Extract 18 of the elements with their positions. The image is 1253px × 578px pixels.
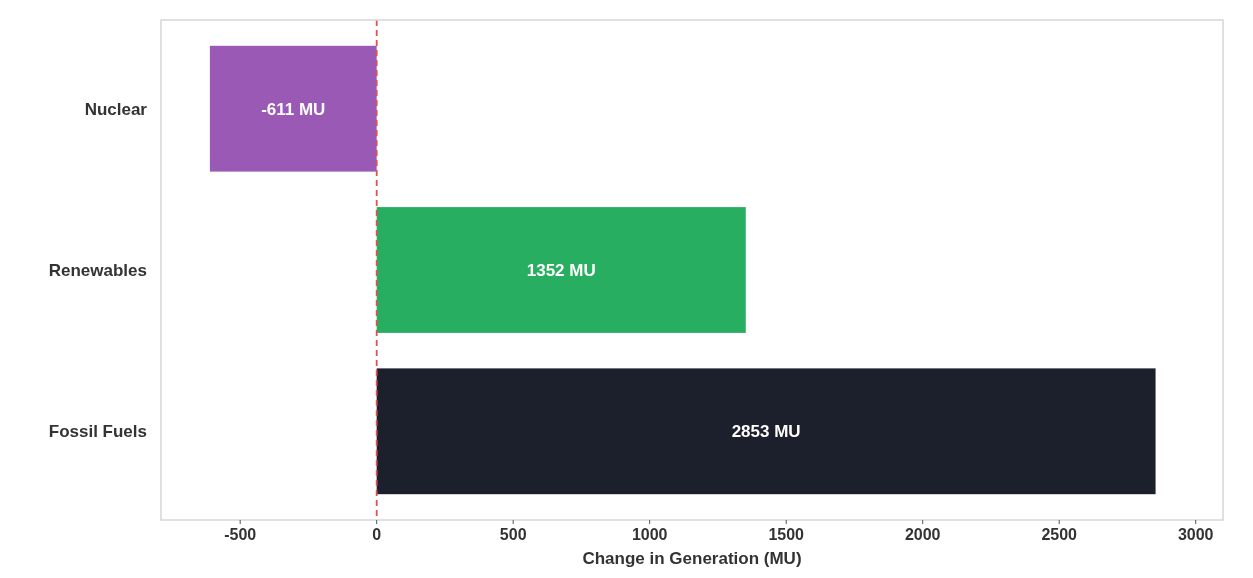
- y-tick-label: Renewables: [48, 260, 147, 280]
- x-tick-label: 1000: [631, 526, 668, 543]
- bar: [376, 207, 746, 333]
- x-tick-label: 500: [499, 526, 527, 543]
- data-label: 2853 MU: [731, 422, 801, 442]
- bar: [376, 368, 1156, 495]
- x-tick-label: 2500: [1041, 526, 1078, 543]
- x-tick-label: 3000: [1177, 526, 1214, 543]
- x-tick-label: 2000: [904, 526, 941, 543]
- x-tick-label: 1500: [768, 526, 805, 543]
- bar: [209, 45, 377, 172]
- x-axis-title: Change in Generation (MU): [582, 549, 802, 568]
- y-tick-label: Nuclear: [84, 99, 148, 119]
- data-label: -611 MU: [261, 99, 326, 119]
- y-tick-label: Fossil Fuels: [48, 422, 147, 442]
- x-tick-label: -500: [224, 526, 257, 543]
- x-tick-label: 0: [372, 526, 382, 543]
- data-label: 1352 MU: [526, 260, 596, 280]
